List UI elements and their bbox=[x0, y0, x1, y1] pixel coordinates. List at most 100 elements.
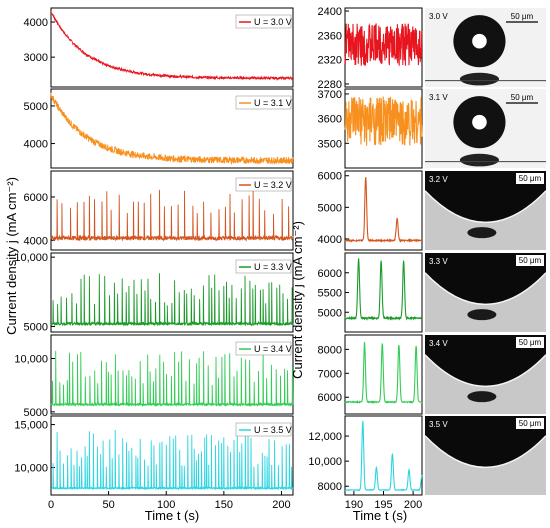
y-axis-label: Current density j (mA cm⁻²) bbox=[4, 177, 19, 335]
scale-bar-label: 50 μm bbox=[511, 93, 534, 102]
series-line bbox=[50, 92, 294, 166]
micrograph-voltage-label: 3.2 V bbox=[429, 175, 448, 184]
y-tick-label: 4000 bbox=[24, 235, 48, 247]
legend-box bbox=[235, 341, 292, 356]
gas-bubbles bbox=[467, 227, 497, 239]
y-tick-label: 8000 bbox=[318, 481, 342, 493]
series-line bbox=[344, 177, 423, 244]
series-line bbox=[344, 96, 423, 146]
series-line bbox=[344, 341, 423, 405]
y-tick-label: 10,000 bbox=[14, 463, 48, 475]
y-tick-label: 5000 bbox=[24, 101, 48, 113]
y-tick-label: 2360 bbox=[318, 30, 342, 42]
left-panel-5 bbox=[50, 415, 294, 496]
meniscus-edge bbox=[424, 272, 547, 305]
left-panel-4 bbox=[50, 334, 294, 415]
series-line bbox=[344, 420, 423, 492]
y-tick-label: 3700 bbox=[318, 89, 342, 101]
y-tick-label: 4000 bbox=[318, 234, 342, 246]
y-tick-label: 5000 bbox=[24, 407, 48, 419]
electrolyte-meniscus bbox=[425, 272, 546, 332]
meniscus-edge bbox=[424, 354, 547, 387]
droplet-base bbox=[459, 153, 500, 167]
panels: 3000 4000 U = 3.0 V 4000 5000 U = 3.1 V 4000 60… bbox=[14, 6, 547, 511]
micrograph-voltage-label: 3.4 V bbox=[429, 339, 448, 348]
x-tick-label: 200 bbox=[272, 499, 290, 511]
droplet-highlight bbox=[472, 33, 487, 49]
micrograph-0: 3.0 V 50 μm bbox=[425, 8, 546, 87]
y-tick-label: 3000 bbox=[24, 52, 48, 64]
scale-bar-label: 50 μm bbox=[519, 256, 542, 265]
x-tick-label: 50 bbox=[102, 499, 114, 511]
x-tick-label: 195 bbox=[374, 499, 392, 511]
series-line bbox=[50, 189, 294, 242]
y-tick-label: 10,000 bbox=[14, 353, 48, 365]
y-tick-label: 2320 bbox=[318, 55, 342, 67]
droplet-highlight bbox=[472, 114, 487, 130]
scale-bar-label: 50 μm bbox=[519, 338, 542, 347]
micrograph-1: 3.1 V 50 μm bbox=[425, 89, 546, 168]
y-tick-label: 2400 bbox=[318, 6, 342, 18]
y-tick-label: 5000 bbox=[318, 307, 342, 319]
series-line bbox=[50, 273, 294, 327]
x-axis-label-right: Time t (s) bbox=[353, 508, 407, 523]
y-tick-label: 5000 bbox=[24, 321, 48, 333]
y-tick-label: 5500 bbox=[318, 288, 342, 300]
y-tick-label: 10,000 bbox=[308, 456, 342, 468]
electrolyte-meniscus bbox=[425, 435, 546, 495]
left-panel-2 bbox=[50, 170, 294, 251]
legend-label: U = 3.4 V bbox=[254, 344, 292, 354]
micrograph-voltage-label: 3.1 V bbox=[429, 93, 448, 102]
legend-box bbox=[235, 259, 292, 274]
y-tick-label: 4000 bbox=[24, 17, 48, 29]
scale-bar-box bbox=[516, 173, 544, 184]
legend-box bbox=[235, 177, 292, 192]
y-tick-label: 6000 bbox=[318, 268, 342, 280]
y-tick-label: 6000 bbox=[318, 171, 342, 183]
x-tick-label: 0 bbox=[48, 499, 54, 511]
x-tick-label: 190 bbox=[345, 499, 363, 511]
micrograph-4: 3.4 V 50 μm bbox=[424, 335, 547, 414]
y-axis-label-right: Current density j (mA cm⁻²) bbox=[290, 221, 305, 379]
gas-bubbles bbox=[467, 309, 497, 321]
left-panel-1 bbox=[50, 88, 294, 169]
series-line bbox=[50, 11, 294, 82]
micrograph-voltage-label: 3.5 V bbox=[429, 420, 448, 429]
scale-bar-box bbox=[516, 337, 544, 348]
scale-bar-label: 50 μm bbox=[519, 174, 542, 183]
series-line bbox=[50, 350, 294, 408]
legend-box bbox=[235, 422, 292, 437]
meniscus-edge bbox=[424, 190, 547, 223]
right-panel-4 bbox=[344, 334, 423, 415]
y-tick-label: 15,000 bbox=[14, 420, 48, 432]
micrograph-voltage-label: 3.0 V bbox=[429, 12, 448, 21]
x-tick-label: 100 bbox=[157, 499, 175, 511]
legend-label: U = 3.2 V bbox=[254, 180, 292, 190]
micrograph-5: 3.5 V 50 μm bbox=[424, 416, 547, 495]
meniscus-edge bbox=[424, 435, 547, 468]
legend-label: U = 3.3 V bbox=[254, 262, 292, 272]
x-tick-label: 200 bbox=[404, 499, 422, 511]
y-tick-label: 5000 bbox=[318, 202, 342, 214]
electrolyte-meniscus bbox=[425, 190, 546, 250]
x-axis-label-left: Time t (s) bbox=[145, 508, 199, 523]
right-panel-2 bbox=[344, 170, 423, 251]
gas-bubbles bbox=[467, 391, 497, 403]
scale-bar-box bbox=[516, 418, 544, 429]
series-line bbox=[50, 429, 294, 491]
y-tick-label: 6000 bbox=[24, 192, 48, 204]
legend-label: U = 3.0 V bbox=[254, 17, 292, 27]
series-line bbox=[344, 23, 423, 66]
scale-bar-label: 50 μm bbox=[511, 12, 534, 21]
scale-bar-label: 50 μm bbox=[519, 419, 542, 428]
y-tick-label: 6000 bbox=[318, 392, 342, 404]
droplet-base bbox=[459, 72, 500, 86]
y-tick-label: 3500 bbox=[318, 138, 342, 150]
series-line bbox=[344, 258, 423, 321]
y-tick-label: 4000 bbox=[24, 139, 48, 151]
y-tick-label: 2280 bbox=[318, 79, 342, 91]
y-tick-label: 3600 bbox=[318, 114, 342, 126]
left-panel-0 bbox=[50, 7, 294, 88]
micrograph-2: 3.2 V 50 μm bbox=[424, 171, 547, 250]
